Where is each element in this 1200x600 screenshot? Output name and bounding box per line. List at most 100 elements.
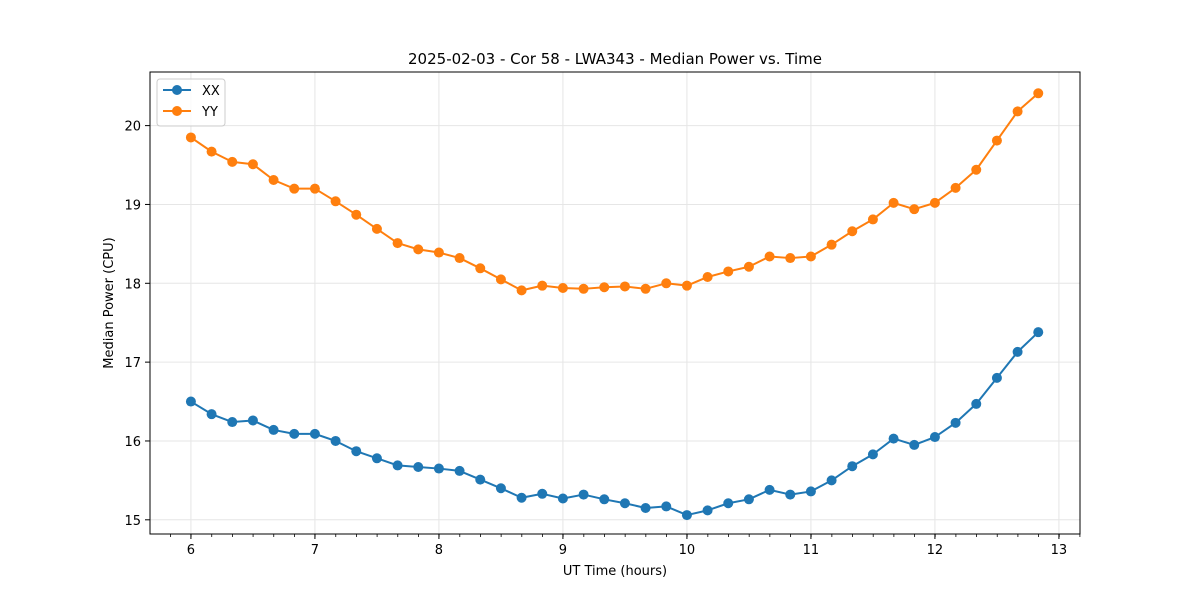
data-point [392,238,403,249]
data-point [1033,327,1044,338]
data-point [557,283,568,294]
x-tick-label: 6 [187,543,195,558]
data-point [309,428,320,439]
data-point [309,183,320,194]
legend-entry-xx: XX [163,84,220,99]
data-point [743,494,754,505]
data-point [785,489,796,500]
y-tick-label: 15 [124,514,141,529]
data-point [516,492,527,503]
x-tick-label: 8 [435,543,443,558]
axes-frame [149,71,1081,535]
data-point [433,463,444,474]
data-point [454,253,465,264]
data-point [888,197,899,208]
data-point [909,204,920,215]
data-point [371,223,382,234]
y-tick-label: 17 [124,356,141,371]
data-point [681,280,692,291]
data-point [185,396,196,407]
x-tick-label: 13 [1051,543,1068,558]
data-point [847,461,858,472]
data-point [1012,346,1023,357]
data-point [330,196,341,207]
data-point [578,283,589,294]
data-point [1033,88,1044,99]
data-point [702,271,713,282]
data-point [413,461,424,472]
data-point [723,498,734,509]
data-point [909,439,920,450]
data-point [392,460,403,471]
data-point [847,226,858,237]
data-point [743,261,754,272]
legend-label-xx: XX [202,84,220,99]
data-point [495,483,506,494]
data-point [330,435,341,446]
data-point [351,209,362,220]
data-point [619,498,630,509]
y-axis-label: Median Power (CPU) [102,237,117,368]
chart-title: 2025-02-03 - Cor 58 - LWA343 - Median Po… [408,50,822,68]
data-point [599,282,610,293]
data-point [599,494,610,505]
data-point [764,484,775,495]
data-point [764,251,775,262]
x-axis-ticks: 6 7 8 9 10 11 12 13 [169,534,1081,558]
data-point [971,164,982,175]
data-point [495,274,506,285]
data-point [785,253,796,264]
series-layer [185,88,1044,521]
x-tick-label: 12 [927,543,944,558]
data-point [723,266,734,277]
data-point [206,146,217,157]
data-point [971,398,982,409]
data-point [681,510,692,521]
x-tick-label: 10 [679,543,696,558]
data-point [247,159,258,170]
data-point [371,453,382,464]
data-point [268,175,279,186]
data-point [929,197,940,208]
series-yy [185,88,1044,296]
data-point [1012,106,1023,117]
data-point [661,501,672,512]
data-point [702,505,713,516]
legend-entry-yy: YY [163,105,218,120]
data-point [640,283,651,294]
data-point [475,263,486,274]
data-point [578,489,589,500]
x-tick-label: 11 [803,543,820,558]
data-point [557,493,568,504]
data-point [950,182,961,193]
data-point [537,280,548,291]
data-point [268,424,279,435]
data-point [805,251,816,262]
data-point [929,432,940,443]
data-point [413,244,424,255]
data-point [640,502,651,513]
data-point [537,488,548,499]
data-point [454,465,465,476]
series-xx [185,327,1044,521]
data-point [805,486,816,497]
data-point [516,285,527,296]
legend-label-yy: YY [201,105,218,120]
x-axis-label: UT Time (hours) [563,564,667,579]
data-point [826,475,837,486]
legend-marker-yy [172,106,182,116]
data-point [619,281,630,292]
y-tick-label: 16 [124,435,141,450]
x-tick-label: 7 [311,543,319,558]
data-point [289,183,300,194]
data-point [206,409,217,420]
data-point [227,417,238,428]
data-point [888,433,899,444]
y-tick-label: 18 [124,277,141,292]
data-point [351,446,362,457]
data-point [991,372,1002,383]
legend: XX YY [156,78,226,127]
y-tick-label: 20 [124,120,141,135]
data-point [950,417,961,428]
